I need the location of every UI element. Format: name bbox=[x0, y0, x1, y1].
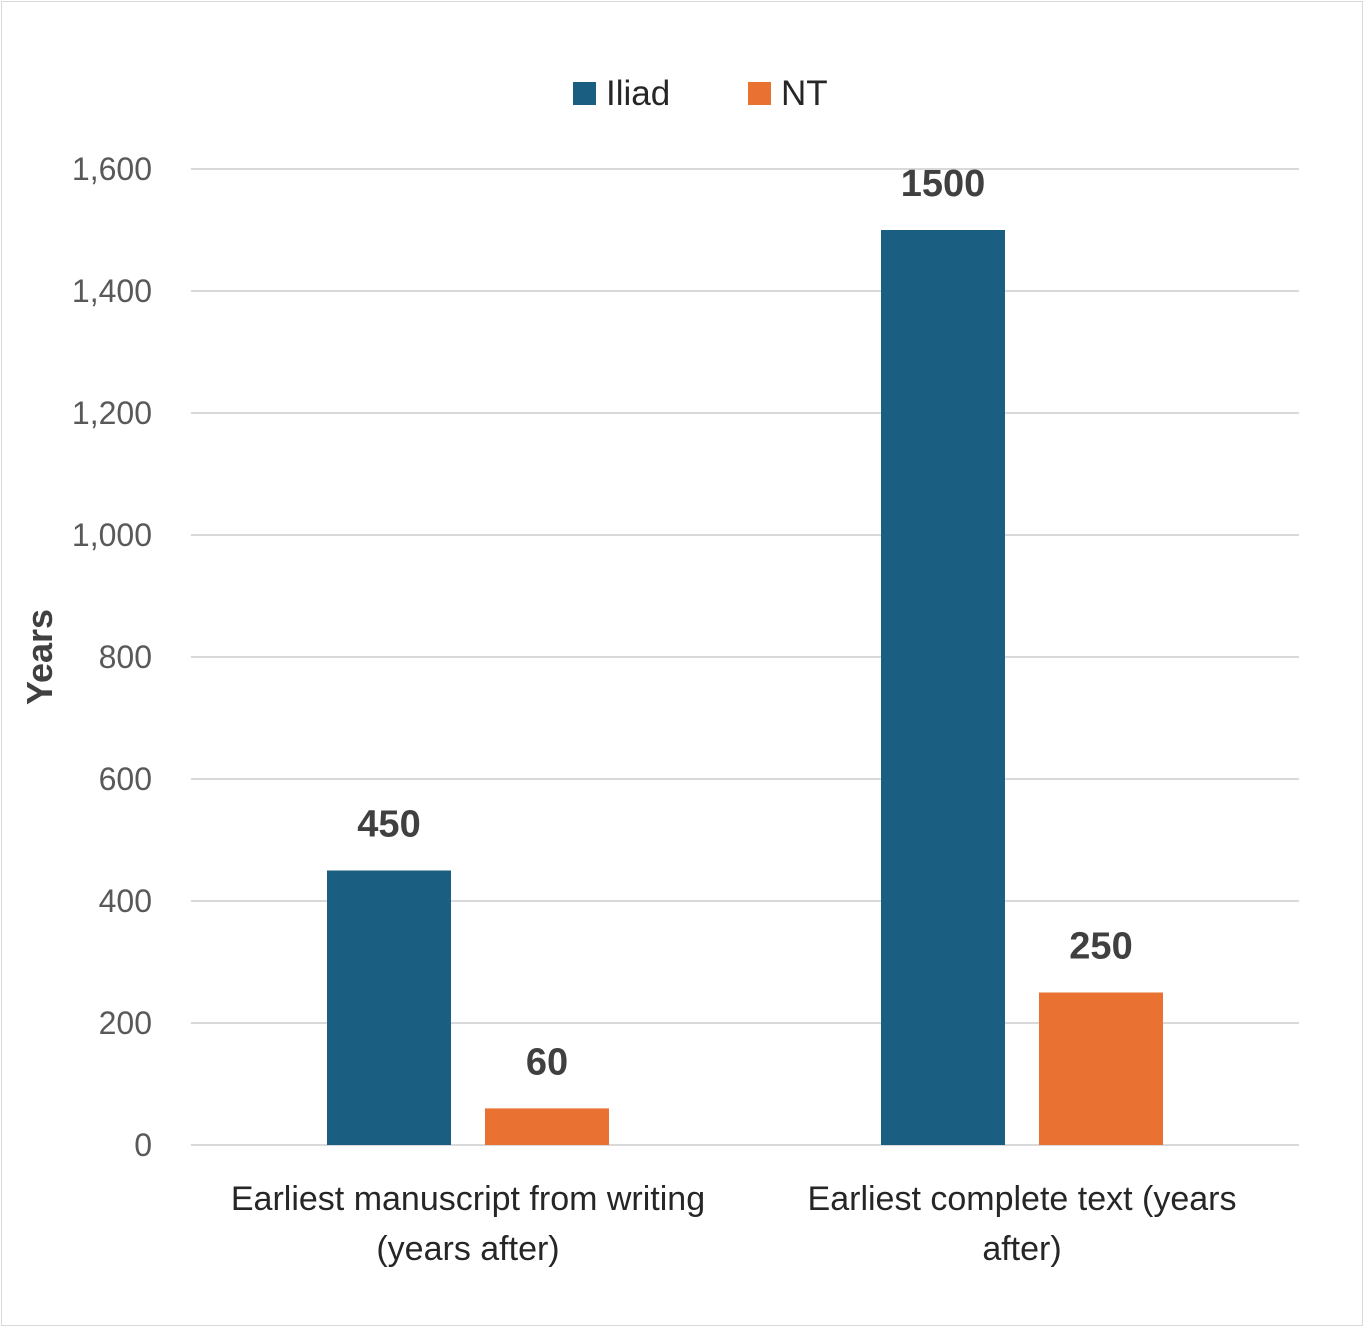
y-tick-label: 200 bbox=[99, 1005, 152, 1041]
bar-nt-1 bbox=[485, 1108, 609, 1145]
y-tick-label: 1,000 bbox=[72, 517, 152, 553]
y-axis-label: Years bbox=[19, 609, 60, 705]
y-tick-label: 600 bbox=[99, 761, 152, 797]
data-label: 450 bbox=[357, 804, 420, 846]
x-category-label: after) bbox=[982, 1230, 1061, 1268]
legend-label: Iliad bbox=[606, 74, 670, 113]
bar-nt-2 bbox=[1039, 992, 1163, 1145]
x-axis-categories: Earliest manuscript from writing (years a… bbox=[231, 1180, 1237, 1268]
legend-swatch-nt bbox=[748, 82, 771, 105]
y-tick-label: 400 bbox=[99, 883, 152, 919]
y-tick-label: 800 bbox=[99, 639, 152, 675]
y-axis-ticks: 0 200 400 600 800 1,000 1,200 1,400 1,600 bbox=[72, 151, 152, 1163]
bar-iliad-2 bbox=[881, 230, 1005, 1145]
legend: Iliad NT bbox=[573, 74, 828, 113]
legend-label: NT bbox=[781, 74, 828, 113]
y-tick-label: 0 bbox=[134, 1127, 152, 1163]
x-category-label: Earliest manuscript from writing bbox=[231, 1180, 705, 1218]
x-category-label: (years after) bbox=[376, 1230, 559, 1268]
y-tick-label: 1,200 bbox=[72, 395, 152, 431]
legend-swatch-iliad bbox=[573, 82, 596, 105]
data-labels: 450 60 1500 250 bbox=[357, 163, 1132, 1083]
y-tick-label: 1,400 bbox=[72, 273, 152, 309]
y-tick-label: 1,600 bbox=[72, 151, 152, 187]
data-label: 60 bbox=[526, 1041, 568, 1083]
bars bbox=[327, 230, 1163, 1145]
data-label: 1500 bbox=[901, 163, 986, 205]
bar-iliad-1 bbox=[327, 870, 451, 1145]
x-category-label: Earliest complete text (years bbox=[808, 1180, 1237, 1218]
data-label: 250 bbox=[1069, 926, 1132, 968]
